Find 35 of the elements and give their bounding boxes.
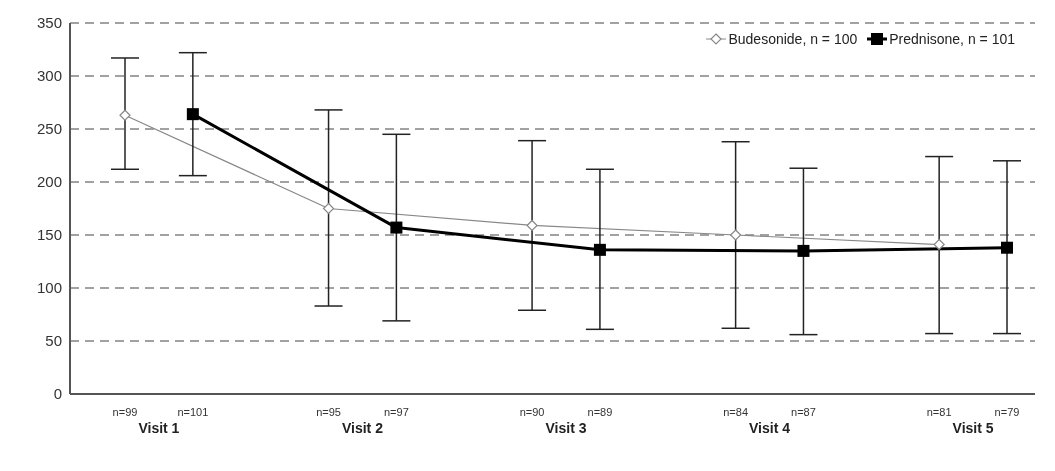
y-tick-label: 50 — [45, 332, 62, 350]
y-tick-label: 0 — [53, 385, 62, 403]
x-tick-label: n=89 — [587, 406, 613, 418]
y-tick-label: 250 — [36, 120, 62, 138]
x-tick-label: n=81 — [926, 406, 952, 418]
legend-label: Budesonide, n = 100 — [728, 31, 858, 47]
text: Visit 5 — [952, 420, 994, 436]
x-tick-label: n=84 — [723, 406, 749, 418]
point — [526, 219, 538, 232]
y-tick-label: 100 — [36, 279, 62, 297]
point — [797, 244, 810, 257]
x-tick-label: n=90 — [519, 406, 545, 418]
y-tick-label: 200 — [36, 173, 62, 191]
point — [933, 238, 945, 251]
x-tick-label: n=87 — [791, 406, 816, 418]
point — [730, 229, 742, 241]
text: Visit 1 — [138, 420, 180, 436]
x-tick-label: n=79 — [994, 406, 1020, 418]
text: Visit 2 — [341, 420, 384, 436]
y-tick-label: 350 — [36, 14, 62, 32]
x-tick-label: n=95 — [316, 406, 341, 418]
point — [1001, 241, 1013, 254]
x-tick-label: n=99 — [112, 406, 138, 418]
text: Visit 4 — [749, 420, 791, 436]
x-tick-label: n=101 — [177, 406, 209, 418]
text: Visit 3 — [545, 420, 587, 436]
y-tick-label: 300 — [36, 67, 62, 85]
y-tick-label: 150 — [36, 226, 62, 244]
legend-label: Prednisone, n = 101 — [889, 31, 1015, 47]
point — [186, 108, 199, 121]
point — [322, 202, 335, 215]
point — [390, 221, 403, 234]
point — [593, 243, 606, 256]
x-tick-label: n=97 — [383, 406, 409, 418]
point — [119, 109, 131, 121]
